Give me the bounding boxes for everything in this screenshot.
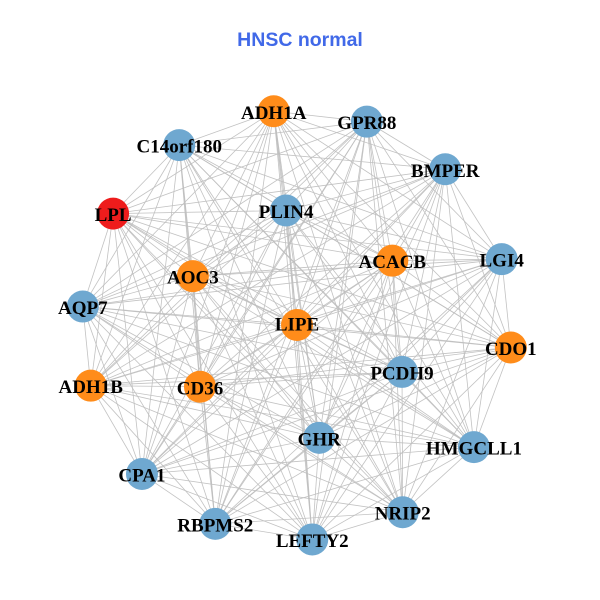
svg-text:CD36: CD36 [177, 378, 223, 399]
svg-text:CPA1: CPA1 [118, 465, 165, 486]
svg-text:BMPER: BMPER [411, 161, 480, 182]
svg-text:RBPMS2: RBPMS2 [177, 515, 253, 536]
svg-text:AQP7: AQP7 [58, 298, 108, 319]
svg-text:HMGCLL1: HMGCLL1 [426, 439, 522, 460]
svg-text:GHR: GHR [298, 429, 342, 450]
svg-text:GPR88: GPR88 [337, 113, 396, 134]
svg-text:ADH1B: ADH1B [59, 377, 124, 398]
svg-text:LGI4: LGI4 [480, 251, 525, 272]
svg-text:LPL: LPL [95, 205, 132, 226]
svg-text:CDO1: CDO1 [485, 339, 537, 360]
svg-text:LIPE: LIPE [275, 315, 319, 336]
svg-text:ADH1A: ADH1A [241, 103, 307, 124]
svg-text:NRIP2: NRIP2 [375, 504, 431, 525]
svg-text:AOC3: AOC3 [167, 268, 219, 289]
svg-text:C14orf180: C14orf180 [136, 137, 221, 158]
svg-text:ACACB: ACACB [359, 252, 427, 273]
svg-text:LEFTY2: LEFTY2 [276, 531, 349, 552]
svg-text:PCDH9: PCDH9 [370, 363, 433, 384]
svg-text:PLIN4: PLIN4 [259, 202, 314, 223]
